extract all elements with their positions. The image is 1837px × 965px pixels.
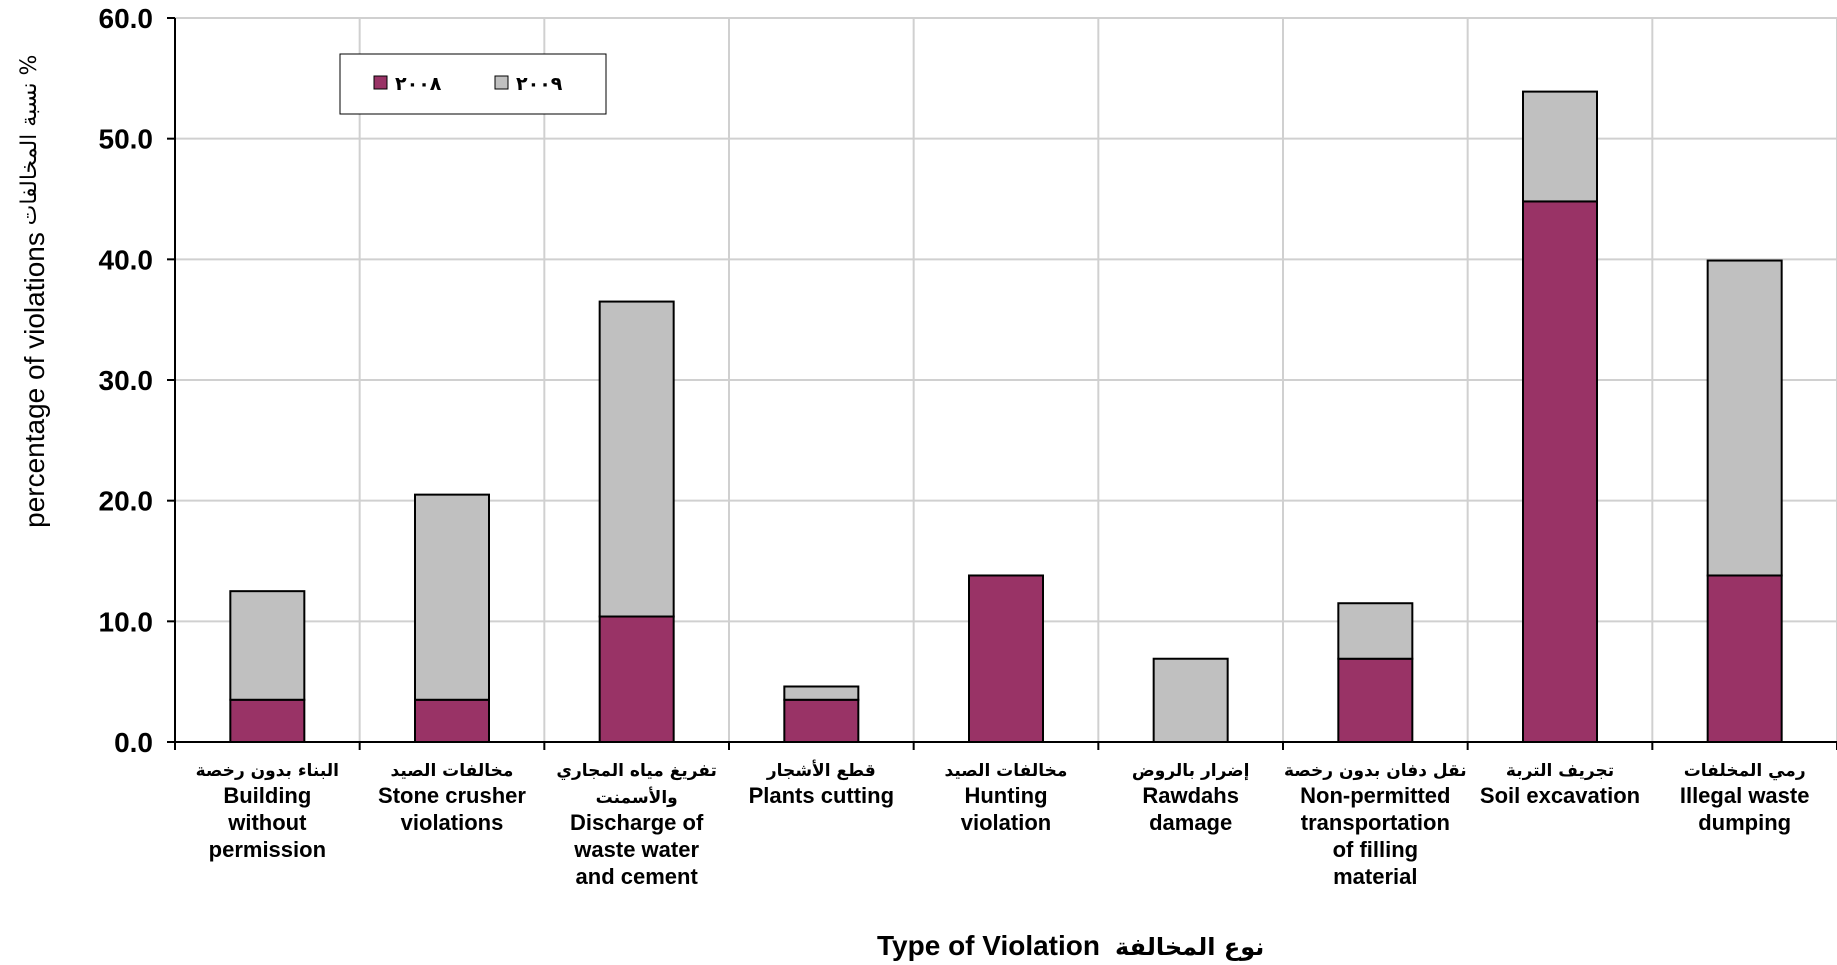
bar-segment-2008: [598, 615, 675, 743]
bar-segment-2009: [1522, 90, 1598, 203]
y-tick-label: 30.0: [99, 365, 154, 396]
bar-segment-2009: [1337, 602, 1414, 660]
x-axis-title-en: Type of Violation: [877, 930, 1100, 961]
x-axis-title: Type of Violation نوع المخالفة: [877, 930, 1264, 961]
y-tick-label: 0.0: [114, 727, 153, 758]
category-label-en: violation: [961, 810, 1051, 835]
category-label-en: Building: [223, 783, 311, 808]
category-label-en: Soil excavation: [1480, 783, 1640, 808]
legend-label-2009: ٢٠٠٩: [516, 73, 563, 95]
category-label-en: and cement: [576, 864, 699, 889]
category-label-ar: رمي المخلفات: [1684, 761, 1806, 781]
bar-segment-2008: [414, 698, 490, 743]
category-label-ar: تفريغ مياه المجاري: [556, 761, 717, 781]
bar-segment-2009: [1706, 259, 1783, 577]
category-label-en: dumping: [1698, 810, 1791, 835]
y-tick-label: 10.0: [99, 606, 154, 637]
y-axis-title-arabic: نسبة المخالفات %: [17, 55, 42, 226]
bar-segment-2008: [1522, 200, 1598, 743]
bar-segment-2008: [968, 574, 1044, 743]
x-category-labels: البناء بدون رخصةBuildingwithoutpermissio…: [196, 760, 1810, 889]
legend-swatch-2008: [373, 75, 388, 90]
legend-swatch-2009: [494, 75, 509, 90]
y-axis-title: percentage of violations: [19, 232, 50, 528]
x-axis-title-ar: نوع المخالفة: [1115, 933, 1264, 961]
category-label-en: without: [227, 810, 307, 835]
category-label-en: permission: [209, 837, 326, 862]
category-label-ar: نقل دفان بدون رخصة: [1284, 761, 1467, 781]
bar-segment-2008: [1337, 657, 1414, 743]
category-label-en: material: [1333, 864, 1417, 889]
category-label-ar: مخالفات الصيد: [391, 761, 514, 781]
bar-segment-2008: [1706, 574, 1783, 743]
bar-segment-2009: [598, 300, 675, 618]
y-tick-labels: 0.0 10.0 20.0 30.0 40.0 50.0 60.0: [99, 3, 154, 758]
bar-segment-2008: [229, 698, 306, 743]
bar-segment-2009: [783, 685, 860, 701]
category-label-ar: والأسمنت: [596, 787, 678, 808]
y-tick-label: 40.0: [99, 244, 154, 275]
y-tick-label: 20.0: [99, 486, 154, 517]
category-label-en: Hunting: [964, 783, 1047, 808]
category-label-en: damage: [1149, 810, 1232, 835]
legend-label-2008: ٢٠٠٨: [395, 73, 442, 95]
category-label-ar: تجريف التربة: [1506, 761, 1614, 781]
category-label-en: Stone crusher: [378, 783, 526, 808]
bars: [229, 90, 1783, 743]
y-tick-label: 50.0: [99, 124, 154, 155]
y-axis-title-en: percentage of violations: [19, 232, 50, 528]
y-tick-label: 60.0: [99, 3, 154, 34]
bar-segment-2009: [414, 493, 490, 701]
category-label-en: Plants cutting: [749, 783, 894, 808]
bar-segment-2009: [1152, 657, 1229, 743]
category-label-en: Illegal waste: [1680, 783, 1810, 808]
category-label-en: Discharge of: [570, 810, 704, 835]
category-label-en: violations: [401, 810, 504, 835]
category-label-en: transportation: [1301, 810, 1450, 835]
bar-segment-2008: [783, 698, 860, 743]
legend: ٢٠٠٨ ٢٠٠٩: [339, 53, 607, 115]
category-label-ar: إضرار بالروض: [1132, 761, 1250, 781]
category-label-en: waste water: [573, 837, 699, 862]
axes: [167, 17, 1837, 750]
category-label-en: Rawdahs: [1142, 783, 1239, 808]
bar-segment-2009: [229, 590, 306, 701]
category-label-ar: قطع الأشجار: [766, 760, 876, 781]
y-axis-title-ar: نسبة المخالفات %: [17, 55, 42, 226]
category-label-ar: مخالفات الصيد: [945, 761, 1068, 781]
category-label-en: Non-permitted: [1300, 783, 1450, 808]
category-label-ar: البناء بدون رخصة: [196, 761, 339, 781]
category-label-en: of filling: [1333, 837, 1419, 862]
